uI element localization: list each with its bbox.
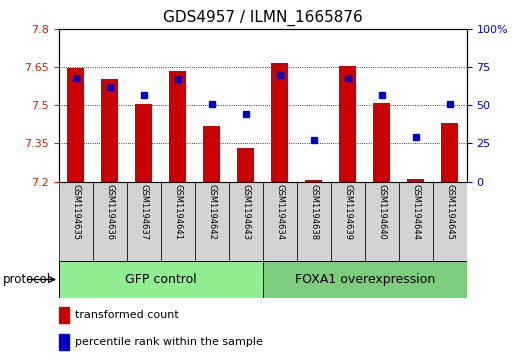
Text: GSM1194642: GSM1194642 xyxy=(207,184,216,240)
Bar xyxy=(93,182,127,261)
Bar xyxy=(399,182,433,261)
Bar xyxy=(127,182,161,261)
Bar xyxy=(204,126,221,182)
Text: GSM1194638: GSM1194638 xyxy=(309,184,319,240)
Text: FOXA1 overexpression: FOXA1 overexpression xyxy=(295,273,435,286)
Bar xyxy=(407,179,424,182)
Bar xyxy=(433,182,467,261)
Title: GDS4957 / ILMN_1665876: GDS4957 / ILMN_1665876 xyxy=(163,10,363,26)
Bar xyxy=(263,182,297,261)
Bar xyxy=(263,261,467,298)
Bar xyxy=(161,182,195,261)
Text: GSM1194644: GSM1194644 xyxy=(411,184,420,240)
Text: GSM1194635: GSM1194635 xyxy=(71,184,81,240)
Bar xyxy=(271,63,288,182)
Bar xyxy=(238,148,254,182)
Bar xyxy=(102,78,119,182)
Bar xyxy=(340,66,357,182)
Text: percentile rank within the sample: percentile rank within the sample xyxy=(75,337,263,347)
Text: GSM1194637: GSM1194637 xyxy=(140,184,148,240)
Bar xyxy=(68,69,85,182)
Text: GSM1194640: GSM1194640 xyxy=(378,184,386,240)
Bar xyxy=(331,182,365,261)
Bar xyxy=(365,182,399,261)
Text: GSM1194639: GSM1194639 xyxy=(343,184,352,240)
Text: GSM1194641: GSM1194641 xyxy=(173,184,183,240)
Bar xyxy=(373,103,390,182)
Bar xyxy=(195,182,229,261)
Text: transformed count: transformed count xyxy=(75,310,179,320)
Bar xyxy=(305,180,322,182)
Text: GSM1194634: GSM1194634 xyxy=(275,184,284,240)
Bar xyxy=(229,182,263,261)
Text: GFP control: GFP control xyxy=(125,273,197,286)
Bar xyxy=(59,307,69,323)
Bar xyxy=(135,104,152,182)
Text: GSM1194643: GSM1194643 xyxy=(242,184,250,240)
Bar xyxy=(59,182,93,261)
Bar xyxy=(297,182,331,261)
Bar xyxy=(441,123,458,182)
Bar xyxy=(59,261,263,298)
Bar xyxy=(59,334,69,350)
Text: GSM1194645: GSM1194645 xyxy=(445,184,455,240)
Text: GSM1194636: GSM1194636 xyxy=(106,184,114,240)
Bar xyxy=(169,71,186,182)
Text: protocol: protocol xyxy=(3,273,51,286)
